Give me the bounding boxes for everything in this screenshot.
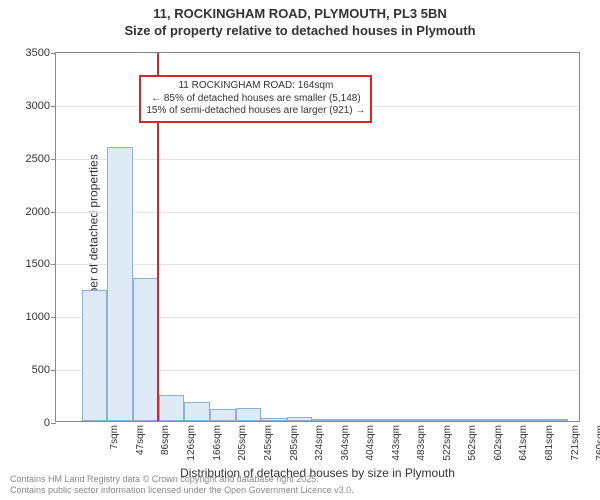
ytick-mark <box>51 106 56 107</box>
xtick-label: 522sqm <box>442 421 453 469</box>
xtick-label: 166sqm <box>212 421 223 469</box>
xtick-label: 7sqm <box>109 421 120 469</box>
ytick-mark <box>51 53 56 54</box>
histogram-bar <box>236 408 261 421</box>
footer-line2: Contains public sector information licen… <box>10 485 354 496</box>
xtick-label: 404sqm <box>365 421 376 469</box>
gridline <box>56 212 579 213</box>
gridline <box>56 264 579 265</box>
title-line1: 11, ROCKINGHAM ROAD, PLYMOUTH, PL3 5BN <box>0 6 600 23</box>
xtick-label: 443sqm <box>391 421 402 469</box>
ytick-label: 0 <box>44 417 50 429</box>
xtick-label: 47sqm <box>135 421 146 469</box>
xtick-label: 245sqm <box>263 421 274 469</box>
title-block: 11, ROCKINGHAM ROAD, PLYMOUTH, PL3 5BN S… <box>0 0 600 40</box>
plot: 050010001500200025003000350011 ROCKINGHA… <box>55 52 580 422</box>
xtick-label: 681sqm <box>544 421 555 469</box>
xtick-label: 721sqm <box>570 421 581 469</box>
footer-line1: Contains HM Land Registry data © Crown c… <box>10 474 354 485</box>
callout-line1: 11 ROCKINGHAM ROAD: 164sqm <box>146 80 365 93</box>
ytick-mark <box>51 264 56 265</box>
xtick-label: 760sqm <box>595 421 600 469</box>
xtick-label: 483sqm <box>416 421 427 469</box>
histogram-bar <box>133 278 159 421</box>
xtick-label: 602sqm <box>493 421 504 469</box>
footer: Contains HM Land Registry data © Crown c… <box>10 474 354 497</box>
gridline <box>56 159 579 160</box>
histogram-bar <box>184 402 210 421</box>
ytick-label: 3000 <box>26 100 50 112</box>
xtick-label: 641sqm <box>518 421 529 469</box>
xtick-label: 285sqm <box>289 421 300 469</box>
histogram-bar <box>159 395 184 421</box>
callout-line3: 15% of semi-detached houses are larger (… <box>146 105 365 118</box>
histogram-bar <box>210 409 236 421</box>
xtick-label: 562sqm <box>467 421 478 469</box>
chart-area: Number of detached properties 0500100015… <box>55 52 580 422</box>
ytick-label: 3500 <box>26 47 50 59</box>
callout-box: 11 ROCKINGHAM ROAD: 164sqm← 85% of detac… <box>139 75 372 123</box>
ytick-label: 1000 <box>26 311 50 323</box>
callout-line2: ← 85% of detached houses are smaller (5,… <box>146 93 365 106</box>
histogram-bar <box>107 147 133 421</box>
ytick-mark <box>51 423 56 424</box>
ytick-mark <box>51 317 56 318</box>
xtick-label: 126sqm <box>186 421 197 469</box>
xtick-label: 86sqm <box>160 421 171 469</box>
title-line2: Size of property relative to detached ho… <box>0 23 600 40</box>
ytick-mark <box>51 159 56 160</box>
xtick-label: 364sqm <box>340 421 351 469</box>
ytick-mark <box>51 212 56 213</box>
xtick-label: 205sqm <box>237 421 248 469</box>
ytick-label: 1500 <box>26 258 50 270</box>
ytick-mark <box>51 370 56 371</box>
xtick-label: 324sqm <box>314 421 325 469</box>
ytick-label: 2500 <box>26 153 50 165</box>
ytick-label: 2000 <box>26 206 50 218</box>
histogram-bar <box>82 290 107 421</box>
ytick-label: 500 <box>32 364 50 376</box>
